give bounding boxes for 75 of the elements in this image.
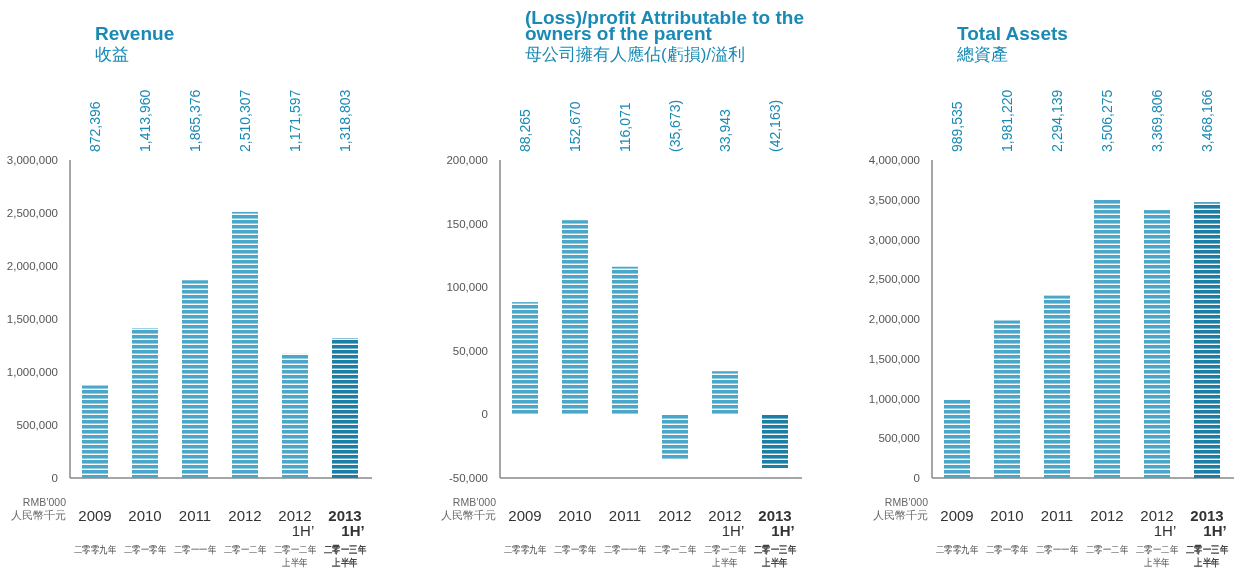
ytick: 500,000 [878,432,920,445]
ytick: 0 [913,472,920,484]
category: 2013 [1190,507,1224,524]
category: 二零一二年上半年 [704,544,754,568]
ytick: 4,000,000 [868,154,920,166]
category: 二零一二年 [654,544,704,555]
category: 2011 [608,507,642,524]
category: 二零一二年 [1086,544,1136,555]
subtitle: 母公司擁有人應佔(虧損)/溢利 [525,45,746,64]
ytick: 3,500,000 [868,193,920,206]
category: 2009 [78,507,112,524]
ytick: -50,000 [449,472,488,484]
category: 2011 [1040,507,1074,524]
category: 二零一一年 [1036,544,1086,555]
category: 2013 [328,507,362,524]
category: 1H’ [721,522,745,539]
ytick: 3,000,000 [6,154,58,166]
category: 2009 [508,507,542,524]
category: 2010 [558,507,592,524]
category: 1H’ [1153,522,1177,539]
category: 2009 [940,507,974,524]
ytick: 0 [51,472,58,484]
category: 1H’ [291,522,315,539]
category: 2012 [1140,507,1174,524]
category: 二零一零年 [124,544,174,555]
category: 2012 [1090,507,1124,524]
category: 2012 [278,507,312,524]
category: 二零零九年 [74,544,124,555]
ytick: 50,000 [452,344,488,357]
category: 二零一二年上半年 [274,544,324,568]
category: 2012 [228,507,262,524]
category: 1H’ [771,522,795,539]
annotation: 人民幣千元 [873,509,928,521]
category: 二零一一年 [174,544,224,555]
ytick: 2,500,000 [868,273,920,286]
category: 二零一三年上半年 [754,544,804,568]
annotation: RMB’000 [22,496,66,508]
category: 1H’ [1203,522,1227,539]
category: 二零零九年 [936,544,986,555]
ytick: 1,500,000 [868,352,920,365]
ytick: 2,000,000 [6,260,58,272]
category: 2012 [708,507,742,524]
category: 二零一一年 [604,544,654,555]
category: 2010 [990,507,1024,524]
category: 2011 [178,507,212,524]
ytick: 2,000,000 [868,313,920,325]
category: 二零一二年 [224,544,274,555]
category: 1H’ [341,522,365,539]
category: 二零一二年上半年 [1136,544,1186,568]
annotation: RMB’000 [884,496,928,508]
title: Total Assets [957,23,1068,44]
subtitle: 收益 [95,45,129,64]
title: Revenue [95,23,175,44]
ytick: 150,000 [446,217,488,230]
subtitle: 總資產 [957,45,1008,64]
ytick: 3,000,000 [868,233,920,246]
annotation: RMB’000 [452,496,496,508]
ytick: 1,000,000 [868,392,920,405]
ytick: 1,000,000 [6,366,58,378]
ytick: 200,000 [446,154,488,166]
ytick: 100,000 [446,281,488,294]
annotation: 人民幣千元 [441,509,496,521]
category: 2010 [128,507,162,524]
category: 二零一零年 [554,544,604,555]
category: 二零一三年上半年 [324,544,374,568]
ytick: 1,500,000 [6,313,58,325]
ytick: 0 [481,408,488,421]
category: 二零一零年 [986,544,1036,555]
category: 2013 [758,507,792,524]
category: 二零零九年 [504,544,554,555]
annotation: 人民幣千元 [11,509,66,521]
category: 2012 [658,507,692,524]
ytick: 2,500,000 [6,207,58,219]
category: 二零一三年上半年 [1186,544,1236,568]
ytick: 500,000 [16,419,58,431]
